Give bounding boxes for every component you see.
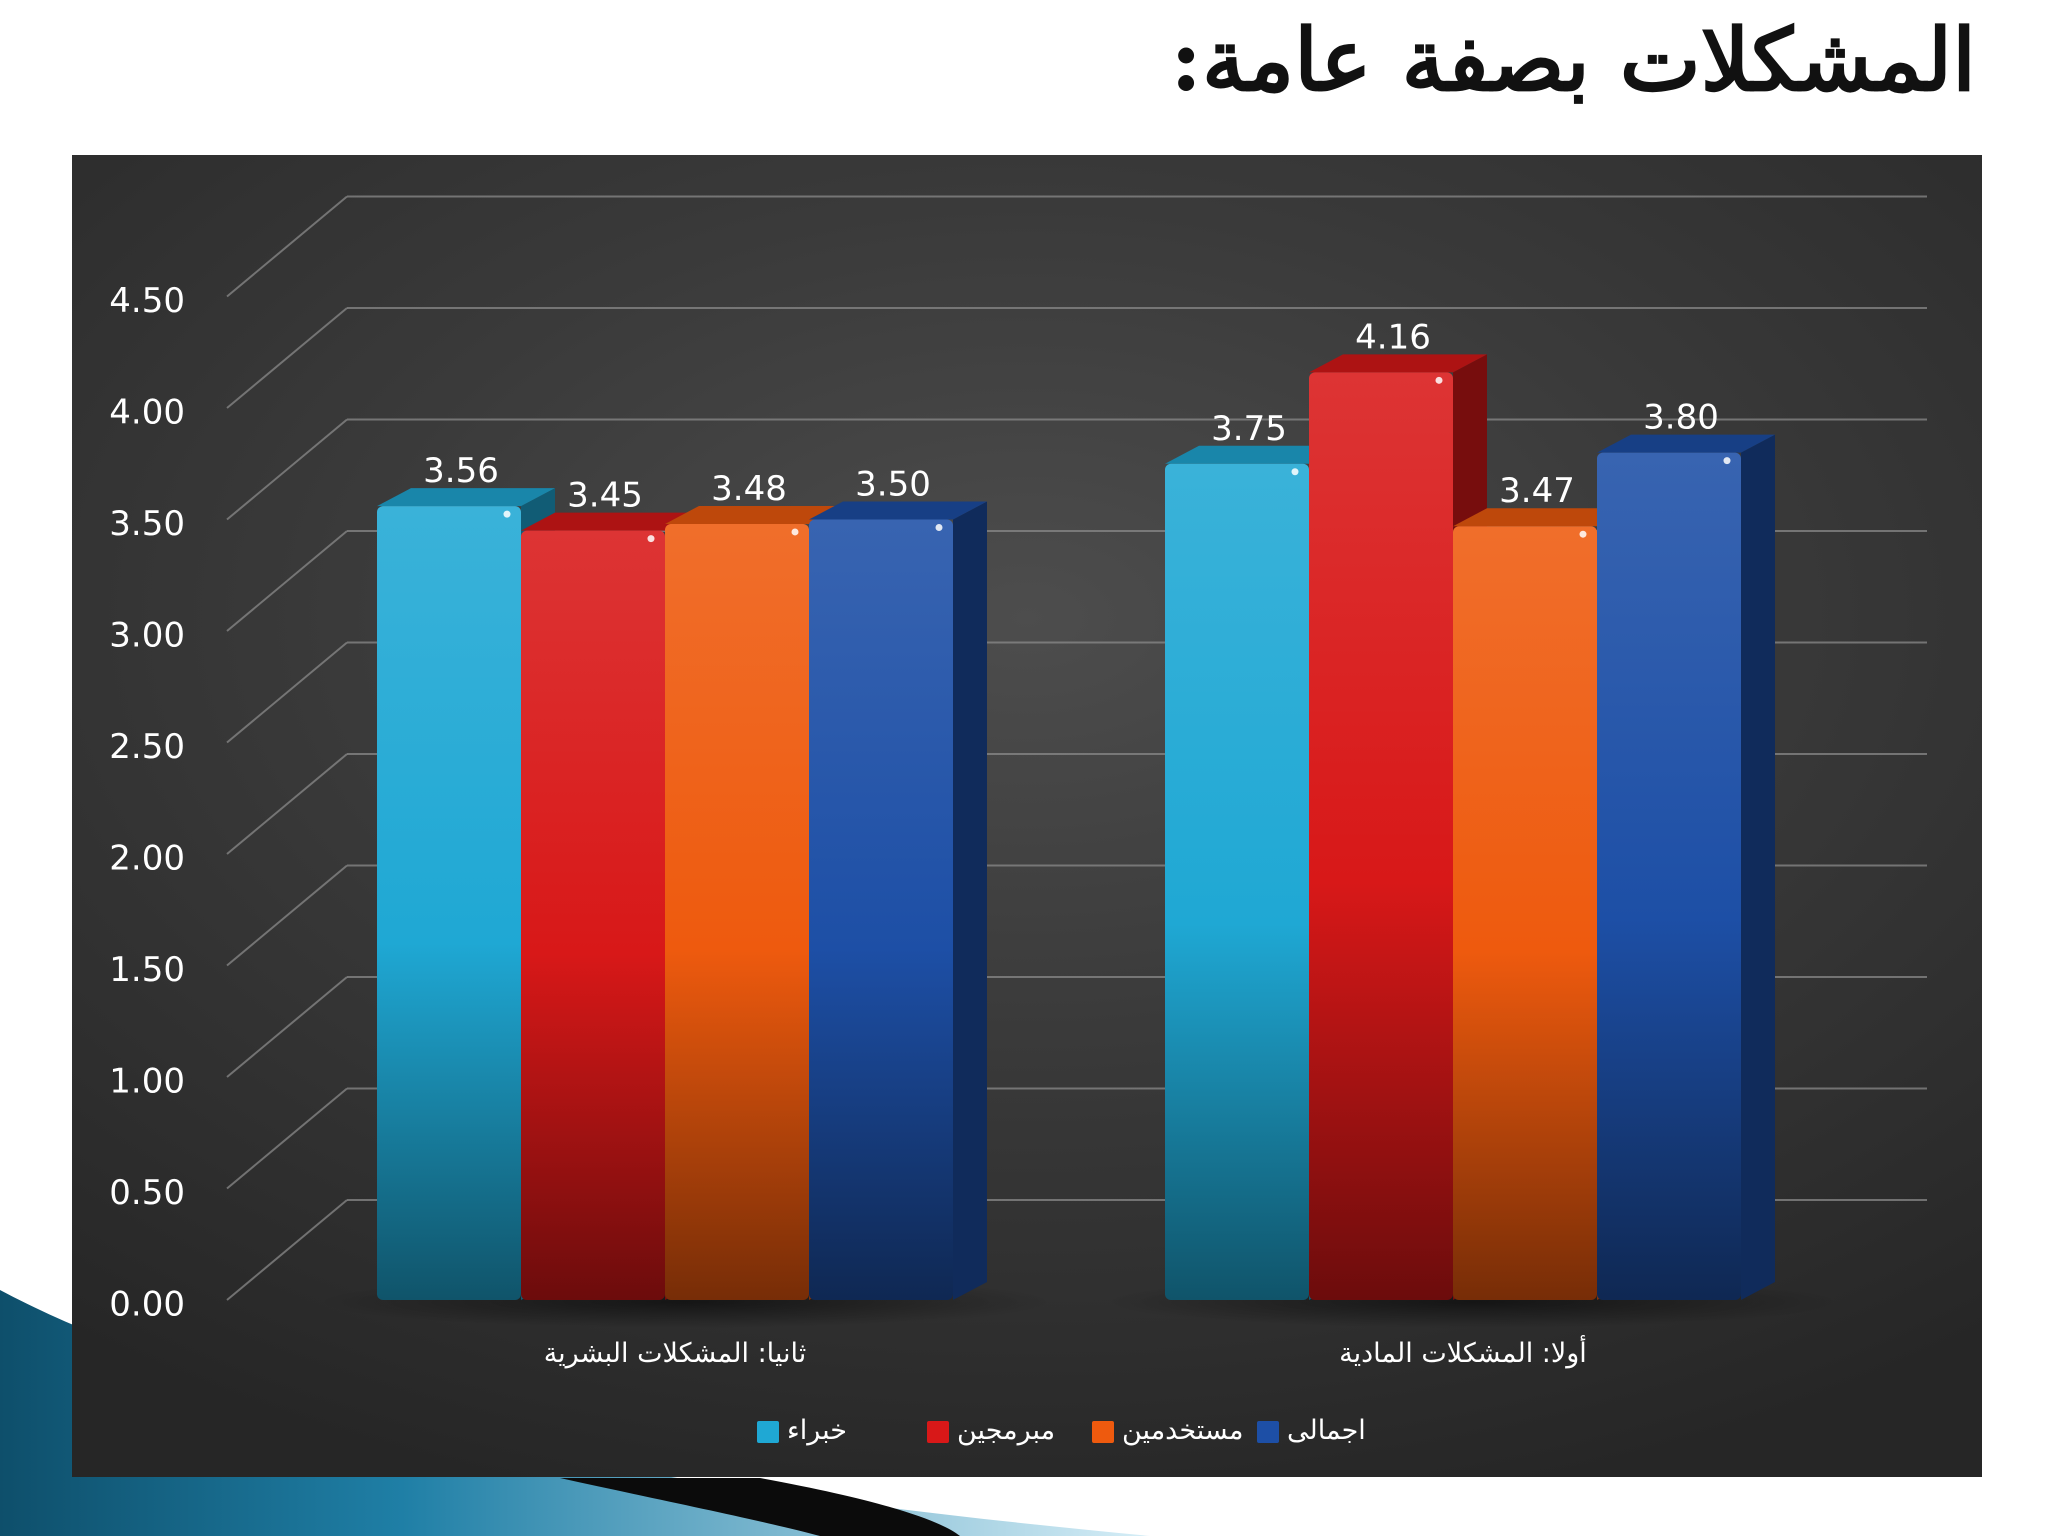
bar	[809, 501, 987, 1300]
y-tick-label: 1.00	[109, 1062, 185, 1102]
bar-side	[953, 501, 987, 1300]
bar-highlight	[1579, 530, 1587, 538]
bar-highlight	[503, 510, 511, 518]
legend-item: خبراء	[757, 1415, 847, 1446]
data-label: 3.50	[855, 465, 931, 505]
black-swoosh	[560, 1478, 960, 1536]
data-label: 3.80	[1643, 398, 1719, 438]
bar-front	[521, 530, 665, 1300]
data-label: 3.56	[423, 451, 499, 491]
bar-front	[1165, 463, 1309, 1300]
data-label: 4.16	[1355, 317, 1431, 357]
bar-top	[1597, 434, 1775, 453]
bar-top	[809, 501, 987, 520]
bar	[1597, 434, 1775, 1301]
legend-swatch	[1092, 1421, 1114, 1443]
gridline-diagonal	[226, 753, 348, 855]
gridline-diagonal	[226, 1087, 348, 1190]
bar-front	[1453, 526, 1597, 1300]
bar-top	[665, 505, 843, 524]
bar-front	[809, 519, 953, 1300]
legend: خبراء مبرمجين مستخدمين اجمالى	[757, 1415, 1366, 1446]
gridline-diagonal	[226, 864, 348, 967]
y-tick-label: 3.00	[109, 616, 185, 656]
gridline-diagonal	[226, 976, 348, 1078]
data-label: 3.47	[1499, 471, 1575, 511]
bar-highlight	[1723, 457, 1731, 465]
y-tick-label: 2.00	[109, 839, 185, 879]
y-tick-label: 0.50	[109, 1173, 185, 1213]
y-tick-label: 4.00	[109, 393, 185, 433]
data-label: 3.48	[711, 469, 787, 509]
y-tick-label: 0.00	[109, 1285, 185, 1325]
x-category-label: أولا: المشكلات المادية	[1339, 1334, 1587, 1369]
bar-front	[665, 523, 809, 1300]
y-tick-label: 4.50	[109, 281, 185, 321]
bar-top	[1453, 508, 1631, 527]
y-tick-label: 1.50	[109, 950, 185, 990]
bar-top	[521, 512, 699, 531]
legend-item: مستخدمين	[1092, 1415, 1243, 1446]
y-tick-label: 2.50	[109, 727, 185, 767]
bar-front	[1597, 452, 1741, 1301]
bar-side	[1741, 434, 1775, 1301]
gridline-diagonal	[226, 195, 348, 298]
bar-highlight	[647, 535, 655, 543]
data-label: 3.75	[1211, 409, 1287, 449]
gridline-diagonal	[226, 1199, 348, 1301]
slide-title: المشكلات بصفة عامة:	[1170, 10, 1976, 111]
bar-front	[377, 506, 521, 1300]
gridline-diagonal	[226, 418, 348, 521]
gridline-diagonal	[226, 307, 348, 409]
bar-top	[1165, 445, 1343, 464]
bar-highlight	[1435, 376, 1443, 384]
bar-highlight	[791, 528, 799, 536]
x-category-label: ثانيا: المشكلات البشرية	[544, 1338, 807, 1369]
legend-item: اجمالى	[1257, 1415, 1366, 1446]
bar-highlight	[1291, 468, 1299, 476]
legend-label: مبرمجين	[957, 1415, 1055, 1446]
legend-swatch	[1257, 1421, 1279, 1443]
legend-label: خبراء	[787, 1415, 847, 1446]
chart-panel: 0.00 0.50 1.00 1.50 2.00 2.50 3.00 3.50 4.00 4.50…	[72, 155, 1982, 1477]
bar-top	[1309, 354, 1487, 373]
bar-top	[377, 488, 555, 507]
legend-item: مبرمجين	[927, 1415, 1055, 1446]
gridline-diagonal	[226, 641, 348, 744]
legend-label: اجمالى	[1287, 1415, 1366, 1446]
legend-label: مستخدمين	[1122, 1415, 1243, 1446]
bar-highlight	[935, 524, 943, 531]
y-tick-label: 3.50	[109, 504, 185, 544]
bar-front	[1309, 372, 1453, 1300]
bar-chart: 0.00 0.50 1.00 1.50 2.00 2.50 3.00 3.50 4.00 4.50…	[109, 195, 1927, 1446]
legend-swatch	[757, 1421, 779, 1443]
legend-swatch	[927, 1421, 949, 1443]
gridline-diagonal	[226, 530, 348, 632]
data-label: 3.45	[567, 476, 643, 516]
